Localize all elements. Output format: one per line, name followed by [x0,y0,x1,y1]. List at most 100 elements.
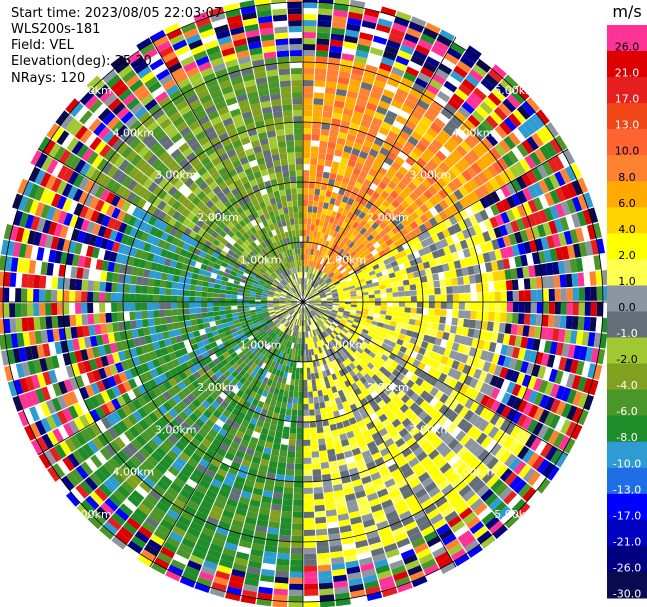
velocity-gate [310,330,315,337]
velocity-gate [485,385,495,397]
velocity-gate [445,538,460,551]
velocity-gate [346,411,355,420]
velocity-gate [259,319,266,324]
velocity-gate [311,242,316,250]
velocity-gate [78,337,86,350]
velocity-gate [304,278,307,285]
velocity-gate [446,294,453,302]
velocity-gate [429,377,439,387]
velocity-gate [289,309,295,314]
velocity-gate [476,141,489,154]
velocity-gate [411,331,419,339]
velocity-gate [454,88,469,101]
velocity-gate [255,308,262,312]
velocity-gate [410,373,419,383]
velocity-gate [378,100,390,110]
velocity-gate [389,72,403,83]
velocity-gate [231,519,244,528]
velocity-gate [211,478,223,489]
velocity-gate [589,271,597,286]
velocity-gate [356,175,366,185]
velocity-gate [287,445,296,452]
velocity-gate [83,193,95,207]
velocity-gate [370,503,383,513]
velocity-gate [198,328,206,336]
velocity-gate [3,318,11,334]
velocity-gate [475,105,489,119]
velocity-gate [332,292,339,296]
velocity-gate [375,73,389,84]
velocity-gate [281,364,286,372]
velocity-gate [262,325,269,331]
velocity-gate [320,281,327,287]
velocity-gate [201,307,208,313]
velocity-gate [376,105,388,116]
velocity-gate [346,90,358,99]
velocity-gate [572,407,584,423]
velocity-gate [147,286,154,295]
velocity-gate [309,311,314,318]
velocity-gate [231,331,239,338]
velocity-gate [356,298,363,302]
velocity-gate [234,475,246,485]
velocity-gate [95,406,106,419]
velocity-gate [442,263,450,272]
velocity-gate [306,306,311,312]
velocity-gate [464,206,474,217]
velocity-gate [373,354,381,363]
velocity-gate [581,225,591,241]
velocity-gate [356,304,363,308]
velocity-gate [398,291,405,297]
velocity-gate [285,303,292,306]
velocity-gate [353,246,361,254]
velocity-gate [270,509,281,517]
velocity-gate [219,302,226,307]
velocity-gate [386,251,394,259]
velocity-gate [223,326,231,333]
velocity-gate [309,331,313,338]
velocity-gate [345,224,352,232]
velocity-gate [119,330,127,341]
velocity-gate [186,442,198,453]
velocity-gate [443,141,456,153]
velocity-gate [177,289,184,296]
velocity-gate [345,302,351,305]
velocity-gate [509,425,522,439]
velocity-gate [379,467,391,478]
velocity-gate [443,218,453,228]
velocity-gate [559,216,570,231]
velocity-gate [70,488,85,503]
velocity-gate [529,277,537,290]
velocity-gate [274,309,281,313]
velocity-gate [343,41,357,50]
velocity-gate [344,203,352,211]
velocity-gate [177,255,186,264]
velocity-gate [105,204,116,217]
velocity-gate [261,452,271,461]
velocity-gate [315,237,320,244]
velocity-gate [387,130,399,141]
velocity-gate [219,462,230,472]
velocity-gate [43,450,57,466]
velocity-gate [280,318,286,324]
velocity-gate [380,354,389,362]
velocity-gate [214,315,221,321]
velocity-gate [304,553,317,560]
velocity-gate [48,249,57,263]
velocity-gate [214,283,221,289]
velocity-gate [317,365,322,373]
velocity-gate [171,358,180,368]
velocity-gate [193,408,203,418]
velocity-gate [171,237,180,246]
velocity-gate [484,181,495,194]
velocity-gate [97,225,107,238]
velocity-gate [448,215,458,226]
velocity-gate [502,235,512,247]
velocity-gate [135,346,144,356]
velocity-gate [303,260,305,266]
velocity-gate [182,447,194,458]
velocity-gate [23,197,34,213]
velocity-gate [338,408,346,416]
velocity-gate [317,26,331,34]
velocity-gate [249,390,257,399]
